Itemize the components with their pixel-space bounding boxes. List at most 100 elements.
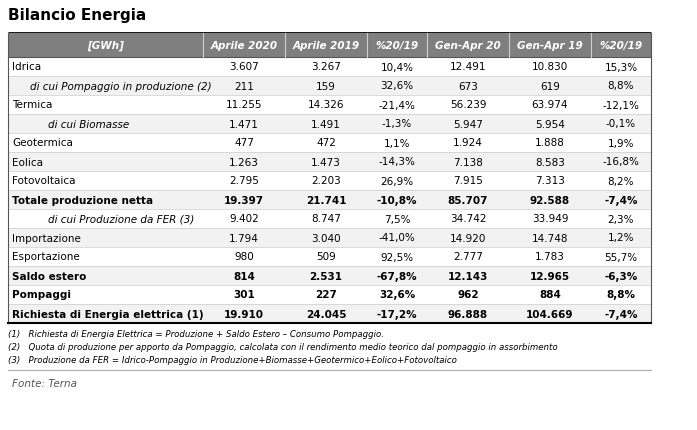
Text: 159: 159 <box>316 81 336 91</box>
Text: 962: 962 <box>457 290 479 300</box>
Text: 8.583: 8.583 <box>535 157 565 167</box>
Bar <box>8 266 651 286</box>
Text: 21.741: 21.741 <box>306 195 346 205</box>
Text: -14,3%: -14,3% <box>378 157 415 167</box>
Text: Saldo estero: Saldo estero <box>12 271 86 281</box>
Text: 11.255: 11.255 <box>226 100 262 110</box>
Text: 472: 472 <box>316 138 336 148</box>
Text: 1.263: 1.263 <box>229 157 259 167</box>
Text: 104.669: 104.669 <box>526 309 574 319</box>
Text: Fotovoltaica: Fotovoltaica <box>12 176 75 186</box>
Text: 96.888: 96.888 <box>448 309 488 319</box>
Text: Importazione: Importazione <box>12 233 81 243</box>
Text: Gen-Apr 19: Gen-Apr 19 <box>517 41 583 51</box>
Text: Idrica: Idrica <box>12 62 41 72</box>
Text: 32,6%: 32,6% <box>381 81 413 91</box>
Text: 509: 509 <box>316 252 336 262</box>
Text: 1,1%: 1,1% <box>384 138 411 148</box>
Text: 10.830: 10.830 <box>532 62 568 72</box>
Text: -17,2%: -17,2% <box>376 309 418 319</box>
Text: -16,8%: -16,8% <box>603 157 639 167</box>
Text: 1.888: 1.888 <box>535 138 565 148</box>
Text: Bilancio Energia: Bilancio Energia <box>8 8 146 23</box>
Text: 32,6%: 32,6% <box>379 290 415 300</box>
Text: 5.954: 5.954 <box>535 119 565 129</box>
Text: 19.910: 19.910 <box>224 309 264 319</box>
Text: 2.795: 2.795 <box>229 176 259 186</box>
Text: Totale produzione netta: Totale produzione netta <box>12 195 153 205</box>
Bar <box>8 153 651 172</box>
Bar <box>8 34 651 58</box>
Text: 2.203: 2.203 <box>311 176 341 186</box>
Text: 19.397: 19.397 <box>224 195 264 205</box>
Text: 2,3%: 2,3% <box>608 214 634 224</box>
Text: 7.915: 7.915 <box>453 176 483 186</box>
Text: 8,2%: 8,2% <box>608 176 634 186</box>
Text: 1.471: 1.471 <box>229 119 259 129</box>
Text: 2.531: 2.531 <box>309 271 342 281</box>
Text: %20/19: %20/19 <box>376 41 419 51</box>
Text: 3.267: 3.267 <box>311 62 341 72</box>
Text: (3)   Produzione da FER = Idrico-Pompaggio in Produzione+Biomasse+Geotermico+Eol: (3) Produzione da FER = Idrico-Pompaggio… <box>8 355 457 364</box>
Text: -41,0%: -41,0% <box>378 233 415 243</box>
Text: 92,5%: 92,5% <box>381 252 413 262</box>
Text: 1.491: 1.491 <box>311 119 341 129</box>
Text: 55,7%: 55,7% <box>604 252 638 262</box>
Text: 9.402: 9.402 <box>229 214 259 224</box>
Text: Aprile 2019: Aprile 2019 <box>293 41 360 51</box>
Text: Gen-Apr 20: Gen-Apr 20 <box>435 41 501 51</box>
Text: (2)   Quota di produzione per apporto da Pompaggio, calcolata con il rendimento : (2) Quota di produzione per apporto da P… <box>8 342 558 351</box>
Text: di cui Produzione da FER (3): di cui Produzione da FER (3) <box>48 214 194 224</box>
Text: 7.138: 7.138 <box>453 157 483 167</box>
Text: 477: 477 <box>234 138 254 148</box>
Text: Richiesta di Energia elettrica (1): Richiesta di Energia elettrica (1) <box>12 309 204 319</box>
Text: 85.707: 85.707 <box>447 195 489 205</box>
Text: 63.974: 63.974 <box>532 100 568 110</box>
Text: di cui Biomasse: di cui Biomasse <box>48 119 129 129</box>
Text: 5.947: 5.947 <box>453 119 483 129</box>
Text: -10,8%: -10,8% <box>377 195 418 205</box>
Text: 33.949: 33.949 <box>532 214 568 224</box>
Text: -1,3%: -1,3% <box>382 119 412 129</box>
Text: (1)   Richiesta di Energia Elettrica = Produzione + Saldo Estero – Consumo Pompa: (1) Richiesta di Energia Elettrica = Pro… <box>8 329 384 338</box>
Text: 3.607: 3.607 <box>229 62 259 72</box>
Text: %20/19: %20/19 <box>599 41 643 51</box>
Text: 1.473: 1.473 <box>311 157 341 167</box>
Text: Fonte: Terna: Fonte: Terna <box>12 378 77 388</box>
Text: 1.924: 1.924 <box>453 138 483 148</box>
Text: 2.777: 2.777 <box>453 252 483 262</box>
Text: 12.143: 12.143 <box>447 271 488 281</box>
Bar <box>8 115 651 134</box>
Text: 1.794: 1.794 <box>229 233 259 243</box>
Text: 26,9%: 26,9% <box>381 176 413 186</box>
Text: 8.747: 8.747 <box>311 214 341 224</box>
Text: Termica: Termica <box>12 100 52 110</box>
Text: 814: 814 <box>233 271 255 281</box>
Text: 12.491: 12.491 <box>450 62 487 72</box>
Text: 1.783: 1.783 <box>535 252 565 262</box>
Text: 980: 980 <box>234 252 254 262</box>
Text: di cui Pompaggio in produzione (2): di cui Pompaggio in produzione (2) <box>30 81 212 91</box>
Text: -7,4%: -7,4% <box>604 195 638 205</box>
Text: 7,5%: 7,5% <box>384 214 411 224</box>
Text: 1,2%: 1,2% <box>608 233 634 243</box>
Text: Eolica: Eolica <box>12 157 43 167</box>
Text: 14.920: 14.920 <box>450 233 487 243</box>
Text: 8,8%: 8,8% <box>608 81 634 91</box>
Text: 92.588: 92.588 <box>530 195 570 205</box>
Bar <box>8 304 651 323</box>
Text: -12,1%: -12,1% <box>603 100 639 110</box>
Text: -7,4%: -7,4% <box>604 309 638 319</box>
Text: 227: 227 <box>315 290 337 300</box>
Text: 211: 211 <box>234 81 254 91</box>
Text: 56.239: 56.239 <box>450 100 487 110</box>
Text: 673: 673 <box>458 81 478 91</box>
Text: 301: 301 <box>233 290 255 300</box>
Text: 10,4%: 10,4% <box>381 62 413 72</box>
Bar <box>8 190 651 209</box>
Text: 14.748: 14.748 <box>532 233 568 243</box>
Text: Esportazione: Esportazione <box>12 252 79 262</box>
Text: 884: 884 <box>539 290 561 300</box>
Bar <box>8 228 651 247</box>
Text: 15,3%: 15,3% <box>604 62 638 72</box>
